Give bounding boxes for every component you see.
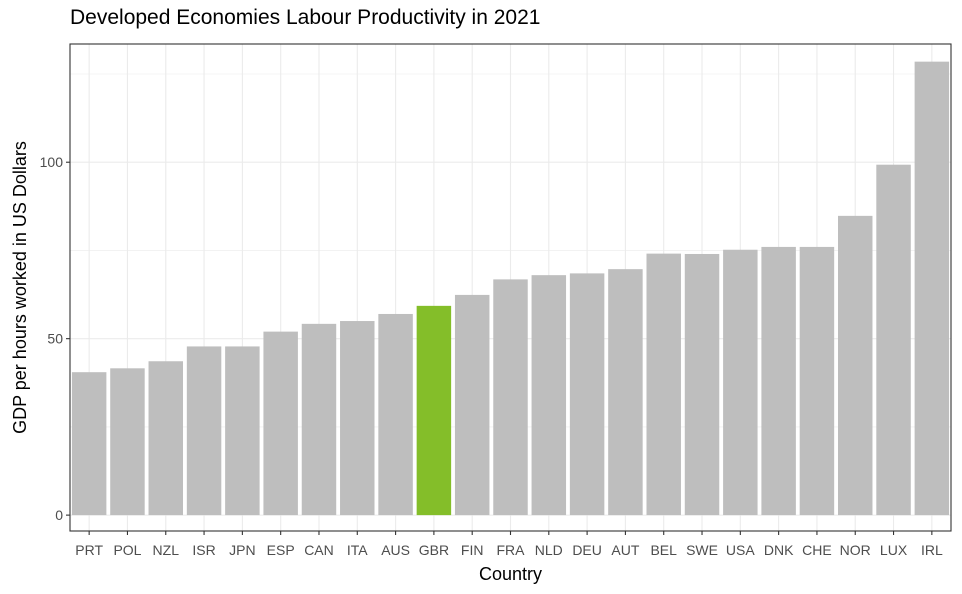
x-tick-label-nor: NOR [840, 542, 871, 558]
y-tick-label: 100 [40, 154, 64, 170]
bar-ita [340, 321, 375, 516]
bar-isr [186, 346, 222, 516]
x-tick-label-aut: AUT [611, 542, 639, 558]
bar-che [799, 246, 835, 516]
bar-nor [838, 215, 873, 516]
x-tick-label-che: CHE [802, 542, 832, 558]
x-tick-label-deu: DEU [572, 542, 602, 558]
bar-lux [876, 164, 911, 516]
bar-aut [608, 269, 643, 516]
chart-title: Developed Economies Labour Productivity … [70, 6, 541, 29]
x-tick-label-fra: FRA [497, 542, 526, 558]
bar-fin [454, 294, 490, 516]
x-tick-label-nzl: NZL [153, 542, 180, 558]
x-tick-label-nld: NLD [535, 542, 563, 558]
y-axis-title: GDP per hours worked in US Dollars [10, 141, 30, 434]
bar-bel [646, 253, 681, 516]
bar-nzl [148, 361, 183, 516]
bar-gbr [416, 305, 452, 516]
y-tick-label: 0 [55, 507, 63, 523]
x-tick-label-swe: SWE [686, 542, 718, 558]
x-tick-label-can: CAN [304, 542, 334, 558]
bar-prt [71, 372, 107, 516]
y-tick-label: 50 [47, 331, 63, 347]
x-tick-label-pol: POL [113, 542, 141, 558]
bar-nld [531, 275, 567, 516]
x-tick-label-fin: FIN [461, 542, 484, 558]
bar-irl [914, 61, 950, 516]
x-axis-title: Country [479, 564, 542, 584]
bar-deu [569, 273, 605, 516]
bar-dnk [761, 246, 796, 516]
x-tick-label-aus: AUS [381, 542, 410, 558]
x-tick-label-dnk: DNK [764, 542, 794, 558]
x-tick-label-bel: BEL [650, 542, 677, 558]
x-tick-label-irl: IRL [921, 542, 943, 558]
x-tick-label-jpn: JPN [229, 542, 255, 558]
x-tick-label-usa: USA [726, 542, 755, 558]
bar-jpn [225, 346, 260, 516]
x-tick-label-lux: LUX [880, 542, 908, 558]
bar-can [301, 323, 337, 516]
x-tick-label-esp: ESP [267, 542, 295, 558]
x-tick-label-gbr: GBR [419, 542, 449, 558]
bar-aus [378, 313, 413, 516]
bar-usa [723, 249, 758, 516]
x-tick-label-isr: ISR [192, 542, 215, 558]
bar-swe [684, 253, 720, 516]
bar-pol [110, 368, 145, 516]
bar-fra [493, 279, 528, 516]
bar-esp [263, 331, 298, 516]
x-tick-label-ita: ITA [347, 542, 368, 558]
x-tick-label-prt: PRT [75, 542, 103, 558]
